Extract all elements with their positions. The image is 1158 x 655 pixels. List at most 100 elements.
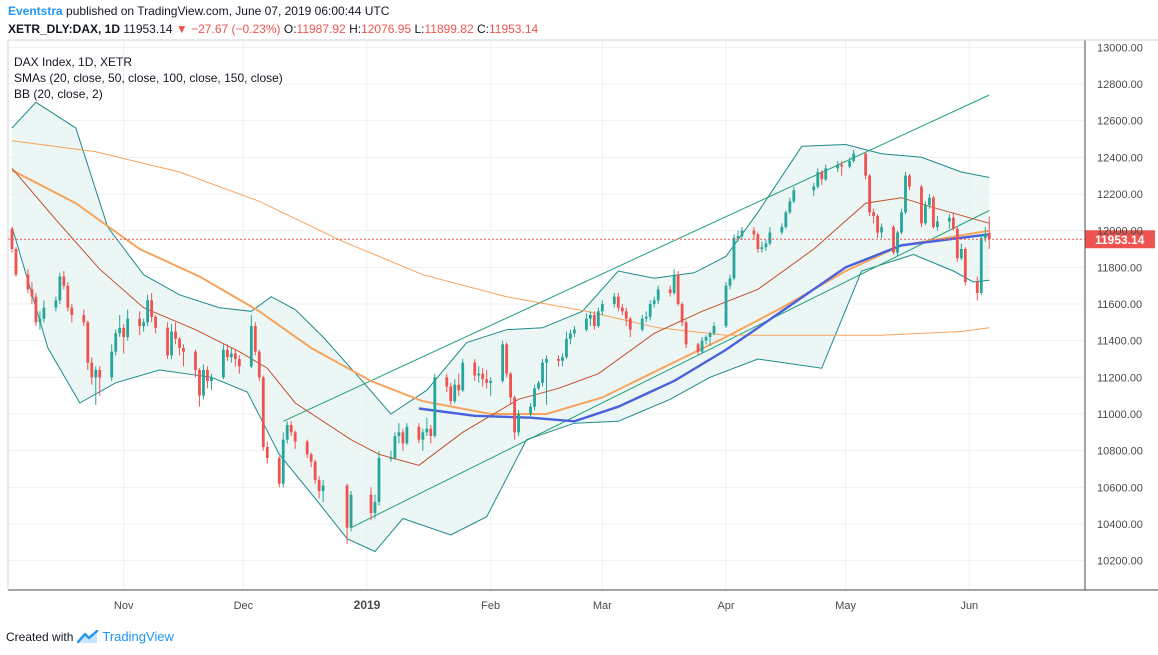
candle-body — [321, 485, 325, 491]
trend-channel — [282, 94, 990, 529]
candle-body — [433, 377, 437, 436]
published-text: published on TradingView.com, June 07, 2… — [66, 4, 390, 18]
candle-body — [233, 353, 237, 359]
candle-body — [42, 307, 46, 319]
x-tick-label: Nov — [114, 600, 134, 612]
candle-body — [82, 315, 86, 323]
candle-body — [225, 349, 229, 358]
candle-body — [584, 318, 588, 330]
publish-line: Eventstra published on TradingView.com, … — [8, 4, 389, 18]
candle-body — [704, 337, 708, 341]
candle-body — [908, 175, 911, 187]
candle-body — [457, 384, 461, 391]
candle-body — [541, 362, 544, 383]
candle-body — [975, 282, 979, 293]
candle-body — [712, 326, 716, 334]
candle-body — [198, 370, 201, 396]
created-with-text: Created with — [6, 629, 74, 644]
candle-body — [951, 217, 955, 229]
candle-body — [545, 359, 548, 363]
candle-body — [824, 168, 828, 180]
candle-body — [816, 172, 820, 187]
candle-body — [345, 485, 349, 528]
low-value: 11899.82 — [424, 22, 474, 36]
x-tick-label: Dec — [234, 600, 254, 612]
candle-body — [963, 249, 967, 282]
candle-body — [987, 232, 991, 240]
candle-body — [872, 212, 875, 216]
candle-body — [892, 227, 895, 253]
candle-body — [118, 327, 122, 334]
channel-upper-line — [282, 94, 990, 422]
open-value: 11987.92 — [296, 22, 346, 36]
tradingview-link[interactable]: TradingView — [102, 629, 174, 644]
candle-body — [429, 428, 433, 436]
candle-body — [481, 373, 485, 380]
bb-upper-line — [11, 101, 990, 415]
candle-body — [194, 351, 197, 370]
candle-body — [54, 300, 58, 308]
legend-bb[interactable]: BB (20, close, 2) — [14, 87, 103, 101]
candle-body — [928, 197, 931, 205]
y-tick-label: 11600.00 — [1097, 299, 1142, 311]
candle-body — [98, 370, 102, 378]
change-value: −27.67 (−0.23%) — [191, 22, 281, 36]
candle-body — [736, 236, 740, 238]
y-tick-label: 12000.00 — [1097, 226, 1143, 238]
y-tick-label: 11400.00 — [1097, 336, 1142, 348]
candle-body — [900, 212, 903, 233]
author-link[interactable]: Eventstra — [8, 4, 63, 18]
candle-body — [724, 285, 728, 326]
candle-body — [684, 322, 688, 345]
candles — [10, 150, 991, 545]
candle-body — [14, 249, 18, 275]
candle-body — [289, 425, 293, 433]
candle-body — [417, 426, 421, 440]
candle-body — [138, 318, 142, 326]
candle-body — [628, 318, 632, 330]
last-price-tag — [1085, 230, 1155, 249]
candle-body — [959, 249, 963, 259]
candle-body — [848, 161, 852, 167]
candle-body — [836, 164, 840, 169]
candle-body — [154, 316, 157, 328]
candle-body — [780, 227, 784, 233]
close-label: C: — [477, 22, 489, 36]
y-tick-label: 12800.00 — [1097, 79, 1143, 91]
y-tick-label: 11200.00 — [1097, 372, 1142, 384]
candle-body — [640, 318, 644, 330]
x-tick-label: Jun — [960, 600, 978, 612]
candle-body — [947, 217, 951, 222]
candle-body — [752, 230, 756, 235]
footer: Created with TradingView — [6, 629, 174, 644]
candle-body — [166, 327, 169, 356]
candle-body — [616, 296, 620, 308]
candle-body — [150, 300, 153, 317]
candle-body — [26, 274, 30, 290]
candle-body — [237, 359, 241, 367]
candle-body — [305, 441, 309, 455]
candle-body — [425, 428, 429, 433]
legend-sma[interactable]: SMAs (20, close, 50, close, 100, close, … — [14, 71, 283, 85]
candle-body — [206, 370, 209, 381]
candle-body — [401, 432, 405, 444]
candle-body — [473, 362, 477, 376]
y-tick-label: 12200.00 — [1097, 189, 1143, 201]
candle-body — [277, 458, 281, 484]
candle-body — [489, 381, 493, 383]
symbol-label[interactable]: XETR_DLY:DAX, 1D — [8, 22, 121, 36]
candle-body — [122, 327, 126, 337]
candle-body — [349, 494, 353, 528]
candle-body — [600, 304, 604, 312]
candle-body — [920, 186, 923, 224]
candle-body — [788, 201, 792, 213]
last-price-label: 11953.14 — [1095, 233, 1145, 247]
legend-title[interactable]: DAX Index, 1D, XETR — [14, 55, 133, 69]
candle-body — [696, 344, 700, 352]
candle-body — [501, 344, 505, 381]
candle-body — [38, 318, 42, 323]
candle-body — [182, 348, 185, 352]
high-value: 12076.95 — [361, 22, 412, 36]
candle-body — [126, 318, 130, 337]
